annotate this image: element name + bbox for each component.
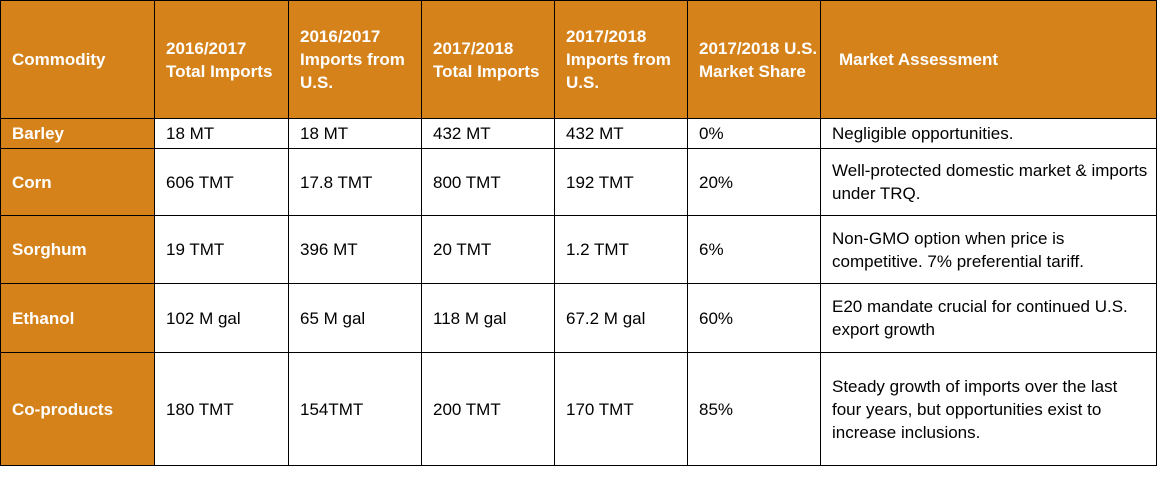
table-row: Sorghum 19 TMT 396 MT 20 TMT 1.2 TMT 6% … (0, 215, 1157, 284)
commodity-cell: Co-products (0, 352, 155, 466)
commodity-cell: Corn (0, 148, 155, 216)
table-cell: 0% (687, 118, 821, 149)
table-cell: 432 MT (421, 118, 555, 149)
table-cell: 606 TMT (154, 148, 289, 216)
table-cell: 154TMT (288, 352, 422, 466)
table-row: Barley 18 MT 18 MT 432 MT 432 MT 0% Negl… (0, 118, 1157, 149)
table-cell: 65 M gal (288, 283, 422, 353)
table-cell: 19 TMT (154, 215, 289, 284)
market-assessment-cell: Steady growth of imports over the last f… (820, 352, 1157, 466)
header-2017-2018-total-imports: 2017/2018 Total Imports (421, 0, 555, 119)
header-2017-2018-imports-from-us: 2017/2018 Imports from U.S. (554, 0, 688, 119)
table-cell: 1.2 TMT (554, 215, 688, 284)
header-commodity: Commodity (0, 0, 155, 119)
table-cell: 67.2 M gal (554, 283, 688, 353)
table-cell: 200 TMT (421, 352, 555, 466)
commodity-cell: Ethanol (0, 283, 155, 353)
table-header-row: Commodity 2016/2017 Total Imports 2016/2… (0, 0, 1157, 119)
table-cell: 180 TMT (154, 352, 289, 466)
header-2016-2017-total-imports: 2016/2017 Total Imports (154, 0, 289, 119)
table-cell: 102 M gal (154, 283, 289, 353)
market-assessment-cell: Non-GMO option when price is competitive… (820, 215, 1157, 284)
table-cell: 432 MT (554, 118, 688, 149)
table-cell: 60% (687, 283, 821, 353)
commodity-cell: Sorghum (0, 215, 155, 284)
table-cell: 18 MT (154, 118, 289, 149)
table-row: Ethanol 102 M gal 65 M gal 118 M gal 67.… (0, 283, 1157, 353)
header-2017-2018-us-market-share: 2017/2018 U.S. Market Share (687, 0, 821, 119)
commodity-cell: Barley (0, 118, 155, 149)
table-cell: 18 MT (288, 118, 422, 149)
table-cell: 6% (687, 215, 821, 284)
table-row: Corn 606 TMT 17.8 TMT 800 TMT 192 TMT 20… (0, 148, 1157, 216)
header-market-assessment: Market Assessment (820, 0, 1157, 119)
table-cell: 192 TMT (554, 148, 688, 216)
table-cell: 85% (687, 352, 821, 466)
market-assessment-cell: Negligible opportunities. (820, 118, 1157, 149)
table-cell: 17.8 TMT (288, 148, 422, 216)
table-row: Co-products 180 TMT 154TMT 200 TMT 170 T… (0, 352, 1157, 466)
market-assessment-cell: Well-protected domestic market & imports… (820, 148, 1157, 216)
table-cell: 800 TMT (421, 148, 555, 216)
header-2016-2017-imports-from-us: 2016/2017 Imports from U.S. (288, 0, 422, 119)
table-cell: 118 M gal (421, 283, 555, 353)
table-cell: 20 TMT (421, 215, 555, 284)
market-assessment-cell: E20 mandate crucial for continued U.S. e… (820, 283, 1157, 353)
commodity-import-table: Commodity 2016/2017 Total Imports 2016/2… (0, 0, 1157, 466)
table-cell: 396 MT (288, 215, 422, 284)
table-cell: 20% (687, 148, 821, 216)
table-cell: 170 TMT (554, 352, 688, 466)
